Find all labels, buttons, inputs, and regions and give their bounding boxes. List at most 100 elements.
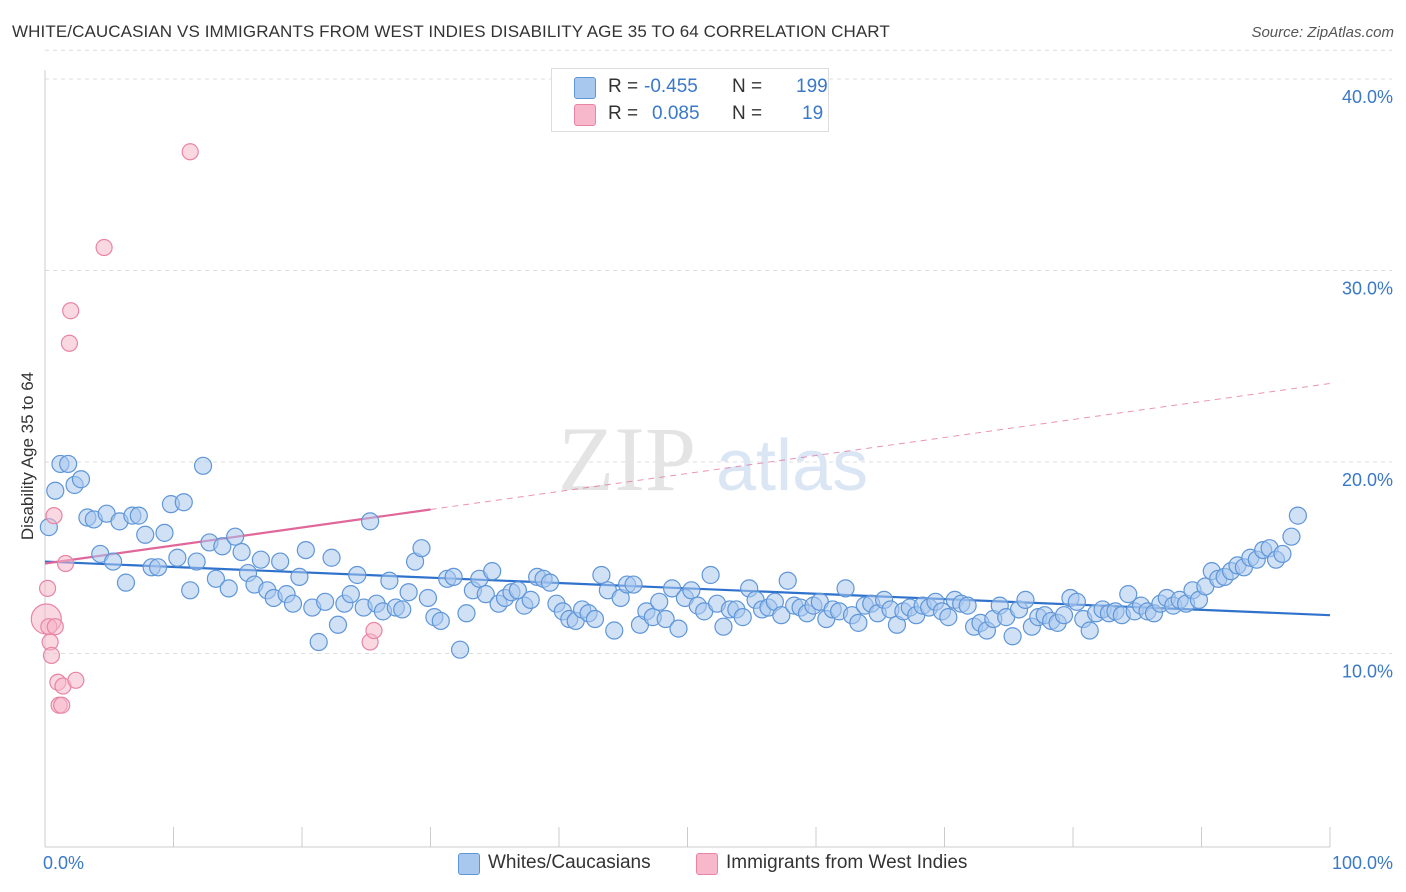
point-whites [129, 506, 148, 525]
y-tick-label: 20.0% [1342, 470, 1393, 490]
y-tick-label: 30.0% [1342, 279, 1393, 299]
point-whites [399, 583, 418, 602]
y-axis-label: Disability Age 35 to 64 [18, 371, 37, 541]
trend-line-west-indies-extension [430, 382, 1331, 510]
point-whites [457, 604, 476, 623]
point-whites [168, 548, 187, 567]
point-whites [682, 581, 701, 600]
legend-r-value: 0.085 [652, 103, 700, 124]
legend-r-value: -0.455 [644, 76, 698, 97]
point-whites [46, 481, 65, 500]
point-whites [226, 527, 245, 546]
legend-r-label: R = [608, 76, 639, 97]
x-tick-label: 0.0% [43, 853, 84, 873]
point-whites [348, 565, 367, 585]
bottom-legend-label-west-indies: Immigrants from West Indies [726, 852, 968, 873]
y-tick-label: 10.0% [1342, 662, 1393, 682]
point-whites [418, 588, 438, 608]
point-whites [1119, 585, 1138, 604]
point-west-indies [62, 302, 80, 320]
point-whites [290, 567, 309, 587]
point-whites [772, 606, 791, 625]
bottom-legend-swatch-blue [458, 853, 480, 875]
point-whites [444, 567, 463, 587]
tick-labels: 10.0% 20.0% 30.0% 40.0% 0.0% 100.0% [43, 87, 1393, 873]
point-whites [104, 552, 123, 571]
point-west-indies [95, 238, 113, 257]
point-west-indies [46, 618, 64, 636]
point-whites [733, 608, 752, 627]
watermark-zip: ZIP [558, 408, 696, 510]
point-whites [958, 596, 977, 615]
chart-title: WHITE/CAUCASIAN VS IMMIGRANTS FROM WEST … [12, 22, 890, 41]
point-whites [1016, 590, 1035, 609]
point-whites [714, 617, 733, 636]
point-whites [187, 552, 206, 571]
point-whites [283, 594, 303, 613]
point-whites [650, 592, 669, 611]
x-tick-label: 100.0% [1332, 853, 1393, 873]
point-whites [155, 523, 174, 542]
point-west-indies [67, 671, 85, 689]
legend-n-value: 199 [796, 76, 828, 97]
point-whites [181, 581, 200, 600]
point-whites [1288, 506, 1307, 525]
point-whites [521, 590, 540, 609]
point-whites [206, 569, 226, 588]
correlation-legend: R = -0.455 N = 199 R = 0.085 N = 19 [551, 68, 829, 132]
point-whites [341, 585, 360, 604]
point-whites [778, 571, 797, 590]
point-whites [322, 548, 341, 567]
point-west-indies [45, 507, 63, 525]
point-whites [605, 621, 624, 640]
point-whites [1003, 627, 1022, 646]
point-west-indies [60, 334, 79, 352]
point-whites [296, 540, 315, 560]
point-whites [251, 550, 270, 569]
point-whites [939, 608, 958, 627]
point-whites [380, 571, 399, 590]
bottom-legend-swatch-pink [696, 853, 718, 875]
point-whites [656, 609, 675, 629]
legend-n-label: N = [732, 76, 763, 97]
point-whites [271, 552, 290, 571]
point-whites [585, 609, 605, 629]
point-whites [174, 493, 193, 512]
point-whites [136, 525, 155, 544]
point-whites [624, 575, 643, 594]
point-whites [71, 470, 91, 489]
point-whites [701, 565, 720, 585]
source-note: Source: ZipAtlas.com [1251, 24, 1394, 41]
point-whites [412, 539, 431, 558]
point-whites [540, 573, 560, 592]
point-whites [1273, 544, 1292, 564]
legend-swatch-pink [574, 104, 596, 126]
point-whites [193, 456, 213, 475]
point-whites [116, 573, 136, 592]
point-west-indies [181, 143, 199, 161]
point-whites [1282, 527, 1301, 546]
point-whites [431, 611, 450, 631]
point-west-indies [53, 696, 71, 714]
point-whites [1067, 592, 1086, 611]
gridlines [45, 49, 1392, 654]
point-whites [316, 592, 335, 611]
point-whites [669, 619, 688, 638]
legend-n-value: 19 [802, 103, 824, 124]
point-whites [592, 565, 611, 585]
point-whites [1080, 621, 1099, 640]
legend-n-label: N = [732, 103, 763, 124]
legend-swatch-blue [574, 77, 596, 99]
point-whites [836, 579, 855, 598]
watermark: ZIP atlas [558, 408, 868, 510]
point-whites [309, 632, 328, 652]
legend-r-label: R = [608, 103, 639, 124]
data-points [30, 143, 1307, 714]
point-whites [849, 613, 868, 632]
point-whites [148, 558, 168, 577]
point-whites [213, 537, 232, 556]
point-whites [232, 542, 251, 562]
point-whites [1054, 606, 1074, 625]
point-whites [450, 640, 470, 659]
